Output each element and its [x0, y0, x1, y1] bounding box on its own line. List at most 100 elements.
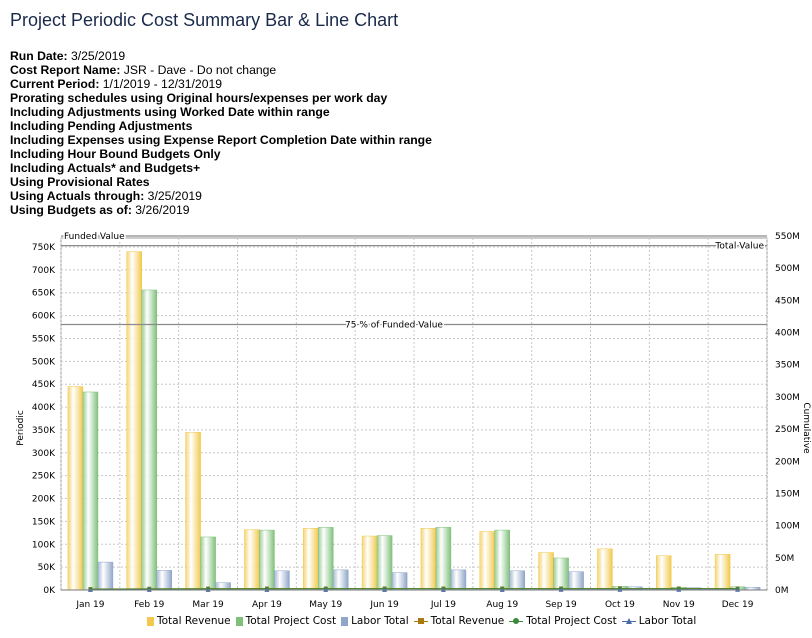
bar-total-project-cost	[377, 536, 392, 590]
report-info-label: Using Actuals through:	[10, 189, 144, 203]
y-tick-label: 300K	[32, 449, 56, 459]
x-tick-label: Jul 19	[430, 600, 456, 610]
report-info-label: Including Hour Bound Budgets Only	[10, 147, 221, 161]
legend-item: Total Project Cost	[509, 615, 616, 627]
x-tick-label: Oct 19	[605, 600, 635, 610]
report-info-value: 3/25/2019	[68, 49, 126, 63]
y2-tick-label: 200M	[775, 457, 800, 467]
report-info-value: 3/25/2019	[144, 189, 202, 203]
legend-label: Labor Total	[639, 615, 697, 627]
bar-total-revenue	[715, 554, 730, 590]
y-tick-label: 50K	[38, 563, 56, 573]
report-info-label: Cost Report Name:	[10, 63, 120, 77]
legend-item: Total Project Cost	[236, 615, 336, 627]
legend-swatch	[341, 617, 348, 626]
report-info-value: 1/1/2019 - 12/31/2019	[99, 77, 222, 91]
page-title: Project Periodic Cost Summary Bar & Line…	[10, 10, 398, 31]
report-info-row: Including Hour Bound Budgets Only	[10, 147, 432, 161]
legend-line-marker-icon	[622, 617, 636, 626]
bar-labor-total	[510, 571, 525, 590]
report-info-label: Run Date:	[10, 49, 68, 63]
y-tick-label: 700K	[32, 266, 56, 276]
bar-total-project-cost	[83, 392, 98, 590]
report-info-label: Including Adjustments using Worked Date …	[10, 105, 330, 119]
bar-labor-total	[333, 570, 348, 590]
x-tick-label: Apr 19	[252, 600, 282, 610]
report-info-row: Including Adjustments using Worked Date …	[10, 105, 432, 119]
report-info-row: Using Actuals through: 3/25/2019	[10, 189, 432, 203]
report-info-label: Including Pending Adjustments	[10, 119, 192, 133]
bar-labor-total	[274, 571, 289, 590]
bar-total-revenue	[68, 386, 83, 590]
legend-label: Total Revenue	[431, 615, 505, 627]
bar-labor-total	[157, 570, 172, 590]
y-tick-label: 600K	[32, 312, 56, 322]
report-info-row: Using Provisional Rates	[10, 175, 432, 189]
y-tick-label: 450K	[32, 380, 56, 390]
bar-total-revenue	[127, 252, 142, 590]
bar-labor-total	[392, 573, 407, 590]
bar-total-revenue	[480, 531, 495, 590]
report-info-row: Run Date: 3/25/2019	[10, 49, 432, 63]
bar-total-revenue	[421, 528, 436, 590]
y-tick-label: 500K	[32, 357, 56, 367]
y2-tick-label: 350M	[775, 361, 800, 371]
y-tick-label: 650K	[32, 289, 56, 299]
legend-label: Total Project Cost	[526, 615, 616, 627]
bar-total-project-cost	[318, 527, 333, 590]
x-tick-label: Feb 19	[134, 600, 165, 610]
x-tick-label: Jan 19	[75, 600, 104, 610]
legend-item: Total Revenue	[147, 615, 231, 627]
y-tick-label: 400K	[32, 403, 56, 413]
bar-total-revenue	[186, 432, 201, 590]
bar-labor-total	[451, 570, 466, 590]
chart-legend: Total Revenue Total Project Cost Labor Tot…	[147, 615, 701, 629]
report-info-label: Prorating schedules using Original hours…	[10, 91, 387, 105]
reference-line-label: Total Value	[714, 242, 764, 252]
bar-total-project-cost	[259, 530, 274, 590]
report-info-label: Including Actuals* and Budgets+	[10, 161, 200, 175]
y2-axis-title: Cumulative	[801, 402, 811, 454]
y-tick-label: 250K	[32, 472, 56, 482]
bar-total-revenue	[244, 530, 259, 590]
report-info-value: JSR - Dave - Do not change	[120, 63, 276, 77]
y-tick-label: 150K	[32, 517, 56, 527]
legend-item: Total Revenue	[414, 615, 505, 627]
y-tick-label: 0K	[43, 586, 56, 596]
x-tick-label: May 19	[309, 600, 342, 610]
legend-swatch	[147, 617, 154, 626]
report-info-row: Cost Report Name: JSR - Dave - Do not ch…	[10, 63, 432, 77]
y2-tick-label: 550M	[775, 232, 800, 242]
legend-line-marker-icon	[414, 617, 428, 626]
report-info-row: Including Expenses using Expense Report …	[10, 133, 432, 147]
x-tick-label: Jun 19	[369, 600, 399, 610]
report-info-row: Including Pending Adjustments	[10, 119, 432, 133]
bar-total-project-cost	[436, 527, 451, 590]
bar-total-project-cost	[495, 530, 510, 590]
legend-item: Labor Total	[622, 615, 697, 627]
y2-tick-label: 500M	[775, 264, 800, 274]
report-info-value: 3/26/2019	[132, 203, 190, 217]
legend-label: Total Project Cost	[246, 615, 336, 627]
report-info-label: Including Expenses using Expense Report …	[10, 133, 432, 147]
report-info-label: Using Budgets as of:	[10, 203, 132, 217]
y2-tick-label: 50M	[775, 554, 794, 564]
y2-tick-label: 100M	[775, 522, 800, 532]
legend-label: Total Revenue	[157, 615, 231, 627]
y-axis-title: Periodic	[16, 410, 26, 446]
report-info-label: Using Provisional Rates	[10, 175, 150, 189]
y-tick-label: 550K	[32, 334, 56, 344]
bar-total-project-cost	[201, 537, 216, 590]
bar-line-chart: 0K50K100K150K200K250K300K350K400K450K500…	[0, 228, 812, 633]
x-tick-label: Nov 19	[663, 600, 695, 610]
report-info-row: Using Budgets as of: 3/26/2019	[10, 203, 432, 217]
bar-total-revenue	[362, 536, 377, 590]
bar-total-project-cost	[142, 290, 157, 590]
report-info-row: Current Period: 1/1/2019 - 12/31/2019	[10, 77, 432, 91]
legend-item: Labor Total	[341, 615, 409, 627]
legend-swatch	[236, 617, 243, 626]
y-tick-label: 200K	[32, 495, 56, 505]
y-tick-label: 350K	[32, 426, 56, 436]
